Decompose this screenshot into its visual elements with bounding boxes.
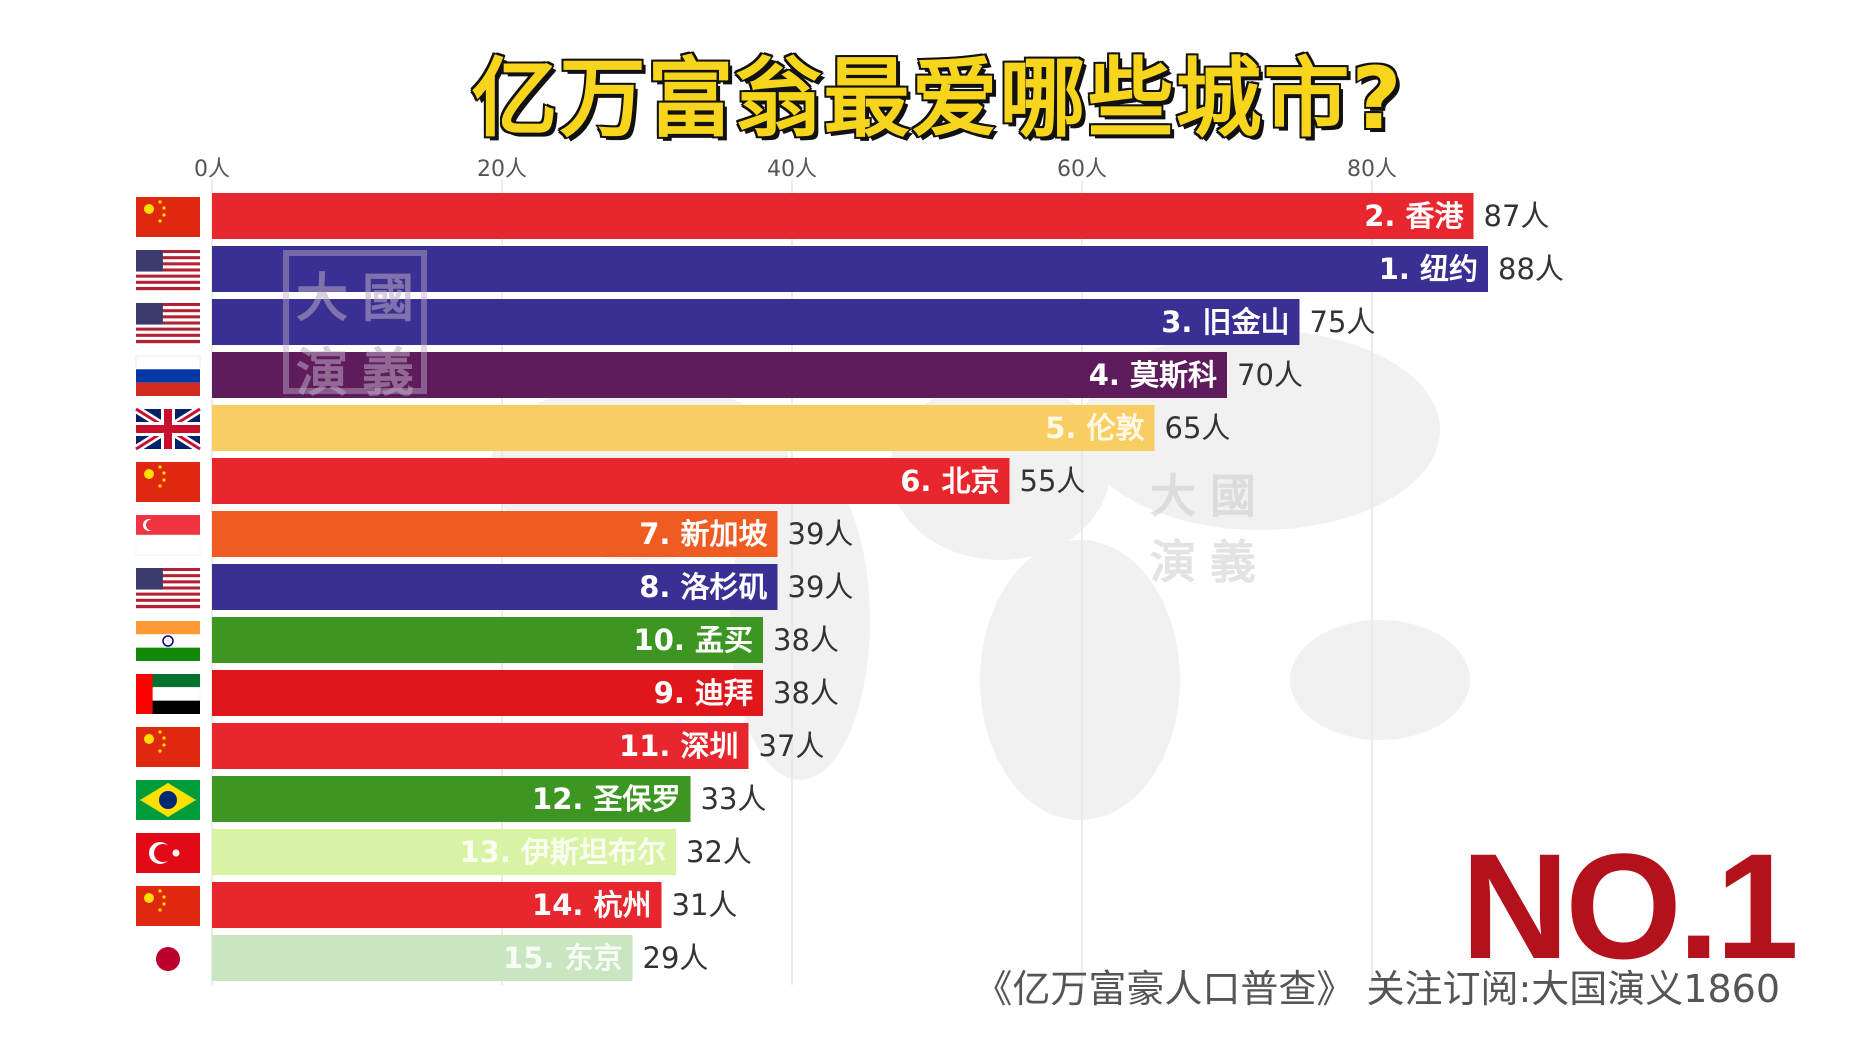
china-flag	[136, 727, 200, 767]
china-flag	[136, 886, 200, 926]
bar-category-label: 8. 洛杉矶	[639, 570, 767, 604]
x-tick-label: 80人	[1347, 157, 1397, 182]
bar-value-label: 39人	[788, 517, 854, 551]
bar-value-label: 37人	[759, 729, 825, 763]
bar	[212, 670, 763, 716]
x-tick-label: 20人	[477, 157, 527, 182]
chart-title: 亿万富翁最爱哪些城市?	[470, 48, 1404, 151]
bar	[212, 882, 662, 928]
bar-value-label: 31人	[672, 888, 738, 922]
bar	[212, 352, 1227, 398]
watermark-char: 義	[1210, 535, 1256, 589]
uk-flag	[133, 405, 203, 453]
x-tick-label: 40人	[767, 157, 817, 182]
bar	[212, 299, 1300, 345]
bar	[212, 193, 1474, 239]
bar-category-label: 12. 圣保罗	[532, 782, 680, 816]
x-tick-label: 0人	[194, 157, 230, 182]
bar	[212, 723, 749, 769]
stamp-char: 國	[361, 268, 414, 329]
bar	[212, 405, 1155, 451]
bar-category-label: 7. 新加坡	[639, 517, 767, 551]
stamp-char: 演	[295, 343, 348, 404]
bar-category-label: 2. 香港	[1364, 199, 1464, 233]
watermark-char: 大	[1150, 469, 1196, 523]
bar-value-label: 88人	[1498, 252, 1564, 286]
bar-category-label: 4. 莫斯科	[1089, 358, 1217, 392]
bar-category-label: 10. 孟买	[634, 623, 753, 657]
bar-value-label: 39人	[788, 570, 854, 604]
bar	[212, 776, 691, 822]
bar-value-label: 32人	[686, 835, 752, 869]
bar-value-label: 75人	[1310, 305, 1376, 339]
watermark: 大 國 演 義	[1150, 460, 1270, 592]
rank-badge: NO.1	[1460, 822, 1799, 990]
bar-category-label: 15. 东京	[503, 941, 622, 975]
bar-category-label: 9. 迪拜	[654, 676, 753, 710]
bar-category-label: 5. 伦敦	[1045, 411, 1144, 445]
bar	[212, 458, 1010, 504]
bar-category-label: 11. 深圳	[619, 729, 738, 763]
watermark-char: 演	[1150, 535, 1196, 589]
singapore-flag	[135, 515, 201, 556]
india-flag	[136, 621, 200, 661]
footer-credit: 《亿万富豪人口普查》 关注订阅:大国演义1860	[974, 967, 1780, 1011]
bar-category-label: 6. 北京	[900, 464, 999, 498]
japan-flag	[156, 947, 180, 971]
russia-flag	[135, 355, 201, 396]
bar-category-label: 13. 伊斯坦布尔	[460, 835, 666, 869]
stamp-char: 義	[361, 343, 414, 404]
bar-value-label: 87人	[1484, 199, 1550, 233]
bar-value-label: 33人	[701, 782, 767, 816]
bar-value-label: 29人	[643, 941, 709, 975]
bar-value-label: 38人	[773, 676, 839, 710]
usa-flag	[136, 250, 200, 291]
bar-value-label: 70人	[1237, 358, 1303, 392]
bar-value-label: 65人	[1165, 411, 1231, 445]
bar	[212, 829, 676, 875]
x-tick-label: 60人	[1057, 157, 1107, 182]
bar-value-label: 55人	[1020, 464, 1086, 498]
bar	[212, 617, 763, 663]
usa-flag	[136, 303, 200, 344]
turkey-flag	[136, 833, 200, 873]
bar	[212, 511, 778, 557]
stamp-logo: 大 國 演 義	[283, 250, 427, 404]
bar-category-label: 1. 纽约	[1379, 252, 1478, 286]
china-flag	[136, 197, 200, 237]
bar-category-label: 14. 杭州	[532, 888, 651, 922]
china-flag	[136, 462, 200, 502]
bar-category-label: 3. 旧金山	[1161, 305, 1289, 339]
watermark-char: 國	[1210, 469, 1256, 523]
bar-value-label: 38人	[773, 623, 839, 657]
usa-flag	[136, 568, 200, 609]
bar	[212, 935, 633, 981]
bar	[212, 564, 778, 610]
uae-flag	[135, 674, 201, 714]
brazil-flag	[136, 780, 200, 820]
bar	[212, 246, 1488, 292]
stamp-char: 大	[295, 268, 348, 329]
